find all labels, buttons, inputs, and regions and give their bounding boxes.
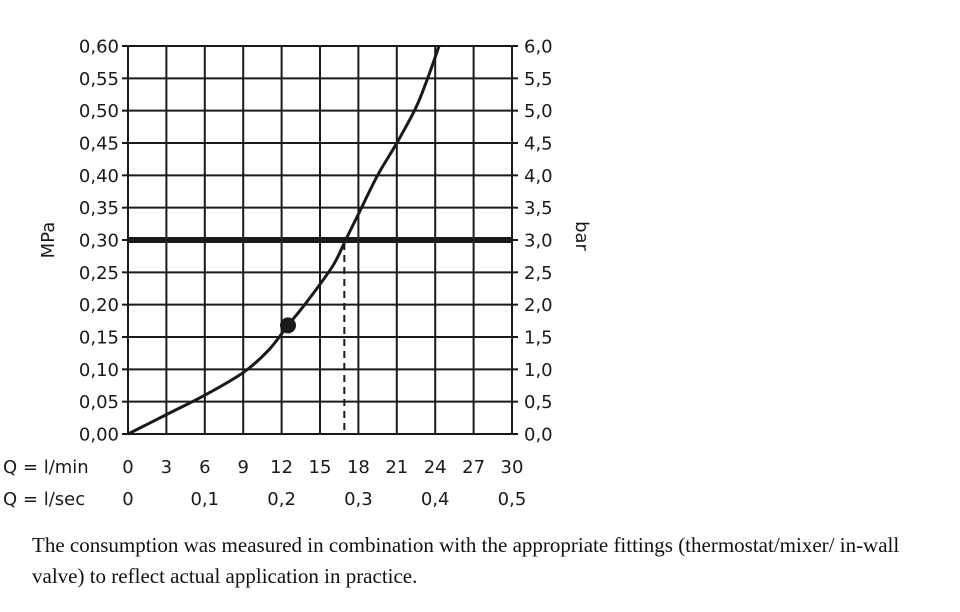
y-right-tick-label: 1,0 — [524, 360, 553, 381]
y-left-tick-label: 0,25 — [79, 263, 119, 284]
series-line — [127, 45, 441, 436]
axis-ticks: 0,00 0,00,05 0,50,10 1,00,15 1,50,20 2,00,25 2… — [3, 37, 553, 511]
x-tick-label: 21 — [385, 457, 408, 478]
x-tick-label: 30 — [501, 457, 524, 478]
y-right-tick-label: 6,0 — [524, 37, 553, 58]
y-axis-right-label: bar — [571, 221, 592, 251]
x-tick-label: 27 — [462, 457, 485, 478]
x-tick-label: 0 — [122, 457, 133, 478]
y-left-tick-label: 0,50 — [79, 101, 119, 122]
y-axis-left-label: MPa — [38, 222, 59, 259]
x-tick-label: 18 — [347, 457, 370, 478]
y-right-tick-label: 1,5 — [524, 328, 553, 349]
y-right-tick-label: 3,0 — [524, 231, 553, 252]
y-right-tick-label: 5,5 — [524, 69, 553, 90]
y-left-tick-label: 0,05 — [79, 392, 119, 413]
x-tick-label: 3 — [161, 457, 172, 478]
y-left-tick-label: 0,35 — [79, 198, 119, 219]
y-right-tick-label: 2,0 — [524, 295, 553, 316]
y-left-tick-label: 0,60 — [79, 37, 119, 58]
y-left-tick-label: 0,45 — [79, 134, 119, 155]
y-left-tick-label: 0,40 — [79, 166, 119, 187]
y-left-tick-label: 0,55 — [79, 69, 119, 90]
x-tick-label: 0 — [122, 489, 133, 510]
x-tick-label: 0,3 — [344, 489, 373, 510]
y-right-tick-label: 0,0 — [524, 425, 553, 446]
chart-caption: The consumption was measured in combinat… — [32, 533, 900, 588]
x-tick-label: 15 — [309, 457, 332, 478]
y-right-tick-label: 4,5 — [524, 134, 553, 155]
x-tick-label: 0,5 — [498, 489, 527, 510]
y-right-tick-label: 5,0 — [524, 101, 553, 122]
x-tick-label: 0,1 — [190, 489, 219, 510]
x-tick-label: 12 — [270, 457, 293, 478]
x-tick-label: 6 — [199, 457, 210, 478]
y-left-tick-label: 0,10 — [79, 360, 119, 381]
y-right-tick-label: 2,5 — [524, 263, 553, 284]
y-right-tick-label: 0,5 — [524, 392, 553, 413]
operating-point-marker — [280, 317, 296, 334]
y-left-tick-label: 0,30 — [79, 231, 119, 252]
y-left-tick-label: 0,20 — [79, 295, 119, 316]
x-tick-label: 24 — [424, 457, 447, 478]
y-right-tick-label: 3,5 — [524, 198, 553, 219]
y-left-tick-label: 0,15 — [79, 328, 119, 349]
x-axis-row-label: Q = l/sec — [3, 489, 85, 510]
y-right-tick-label: 4,0 — [524, 166, 553, 187]
x-tick-label: 0,2 — [267, 489, 296, 510]
x-tick-label: 9 — [237, 457, 248, 478]
pressure-flow-chart: 0,00 0,00,05 0,50,10 1,00,15 1,50,20 2,00,25 2… — [3, 37, 592, 511]
x-axis-row-label: Q = l/min — [3, 457, 89, 478]
x-tick-label: 0,4 — [421, 489, 450, 510]
y-left-tick-label: 0,00 — [79, 425, 119, 446]
